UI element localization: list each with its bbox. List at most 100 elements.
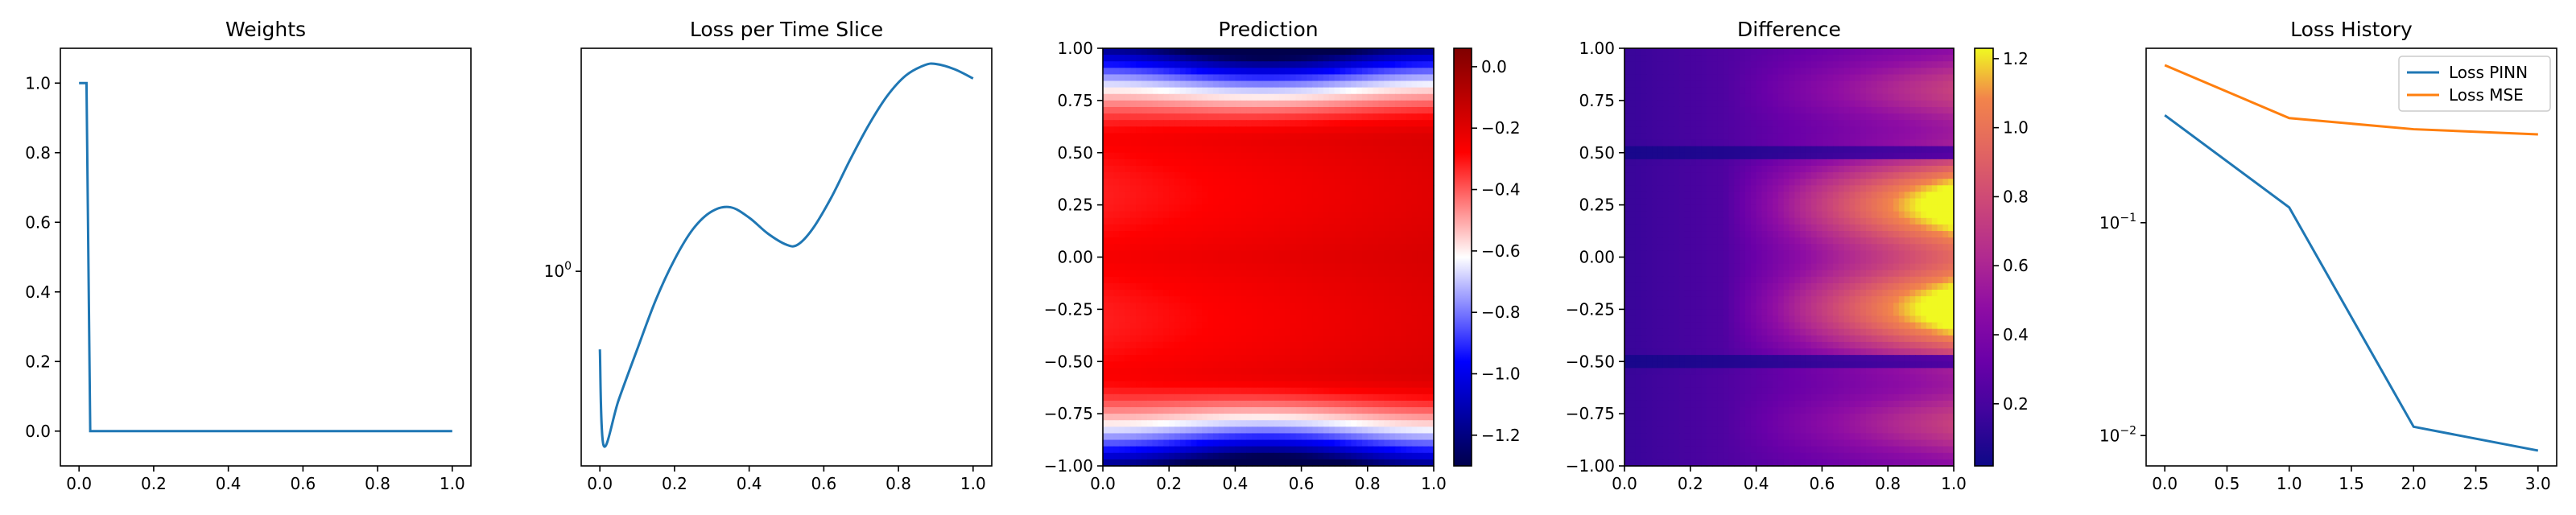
heatmap-cell — [1285, 446, 1291, 454]
heatmap-cell — [1948, 146, 1955, 154]
heatmap-cell — [1717, 93, 1724, 101]
heatmap-cell — [1318, 328, 1324, 336]
heatmap-cell — [1103, 420, 1109, 427]
heatmap-cell — [1931, 87, 1938, 95]
heatmap-cell — [1185, 61, 1192, 68]
heatmap-cell — [1113, 172, 1121, 179]
heatmap-cell — [1119, 400, 1125, 408]
heatmap-cell — [1163, 290, 1170, 297]
heatmap-cell — [1646, 106, 1653, 114]
heatmap-cell — [1312, 244, 1319, 251]
heatmap-cell — [1257, 244, 1264, 251]
heatmap-cell — [1130, 335, 1137, 343]
heatmap-cell — [1888, 93, 1894, 101]
heatmap-cell — [1268, 420, 1274, 427]
heatmap-cell — [1318, 61, 1324, 68]
heatmap-cell — [1235, 355, 1241, 362]
y-tick-label: −0.75 — [1044, 404, 1093, 423]
heatmap-cell — [1274, 439, 1280, 447]
heatmap-cell — [1428, 250, 1435, 258]
heatmap-cell — [1783, 100, 1790, 108]
heatmap-cell — [1141, 224, 1148, 232]
heatmap-cell — [1108, 93, 1115, 101]
heatmap-cell — [1285, 257, 1291, 265]
heatmap-cell — [1274, 172, 1280, 179]
heatmap-cell — [1136, 185, 1142, 193]
heatmap-cell — [1345, 407, 1352, 414]
heatmap-cell — [1351, 80, 1357, 89]
heatmap-cell — [1378, 374, 1385, 382]
heatmap-cell — [1130, 257, 1137, 265]
heatmap-cell — [1312, 446, 1319, 454]
heatmap-cell — [1224, 290, 1231, 297]
heatmap-cell — [1794, 68, 1801, 76]
heatmap-cell — [1202, 282, 1208, 290]
heatmap-cell — [1113, 341, 1121, 349]
heatmap-cell — [1843, 100, 1851, 108]
heatmap-cell — [1191, 224, 1198, 232]
heatmap-cell — [1119, 179, 1125, 186]
heatmap-cell — [1334, 282, 1341, 290]
heatmap-cell — [1235, 113, 1241, 121]
heatmap-cell — [1422, 315, 1429, 323]
heatmap-cell — [1838, 55, 1845, 62]
heatmap-cell — [1417, 368, 1423, 376]
heatmap-cell — [1213, 93, 1220, 101]
heatmap-cell — [1400, 55, 1407, 62]
heatmap-cell — [1251, 165, 1258, 173]
heatmap-cell — [1816, 113, 1823, 121]
heatmap-cell — [1262, 387, 1269, 395]
heatmap-cell — [1246, 459, 1253, 467]
heatmap-cell — [1307, 355, 1313, 362]
heatmap-cell — [1328, 282, 1335, 290]
heatmap-cell — [1810, 152, 1818, 160]
heatmap-cell — [1158, 387, 1164, 395]
heatmap-cell — [1169, 185, 1175, 193]
heatmap-cell — [1389, 48, 1396, 56]
heatmap-cell — [1789, 68, 1795, 76]
heatmap-cell — [1361, 341, 1368, 349]
heatmap-cell — [1657, 48, 1664, 56]
heatmap-cell — [1262, 159, 1269, 167]
heatmap-cell — [1103, 446, 1109, 454]
heatmap-cell — [1213, 341, 1220, 349]
heatmap-cell — [1740, 74, 1746, 82]
heatmap-cell — [1290, 328, 1297, 336]
heatmap-cell — [1717, 87, 1724, 95]
heatmap-cell — [1169, 48, 1175, 56]
heatmap-cell — [1202, 80, 1208, 89]
heatmap-cell — [1356, 237, 1363, 245]
heatmap-cell — [1174, 224, 1181, 232]
heatmap-cell — [1163, 126, 1170, 134]
heatmap-cell — [1191, 48, 1198, 56]
heatmap-cell — [1108, 172, 1115, 179]
heatmap-cell — [1794, 55, 1801, 62]
heatmap-cell — [1373, 93, 1380, 101]
heatmap-cell — [1849, 80, 1856, 89]
heatmap-cell — [1361, 100, 1368, 108]
heatmap-cell — [1406, 172, 1413, 179]
heatmap-cell — [1262, 263, 1269, 271]
heatmap-cell — [1185, 146, 1192, 154]
heatmap-cell — [1158, 231, 1164, 238]
heatmap-cell — [1185, 328, 1192, 336]
heatmap-cell — [1146, 309, 1154, 317]
heatmap-cell — [1942, 126, 1949, 134]
heatmap-cell — [1179, 68, 1187, 76]
heatmap-cell — [1356, 341, 1363, 349]
heatmap-cell — [1629, 139, 1637, 147]
heatmap-cell — [1285, 93, 1291, 101]
heatmap-cell — [1356, 126, 1363, 134]
heatmap-cell — [1146, 459, 1154, 467]
heatmap-cell — [1395, 198, 1402, 206]
heatmap-cell — [1185, 87, 1192, 95]
heatmap-cell — [1684, 61, 1691, 68]
heatmap-cell — [1351, 159, 1357, 167]
heatmap-cell — [1213, 61, 1220, 68]
heatmap-cell — [1125, 165, 1131, 173]
heatmap-cell — [1395, 355, 1402, 362]
heatmap-cell — [1361, 361, 1368, 369]
heatmap-cell — [1318, 322, 1324, 330]
heatmap-cell — [1246, 263, 1253, 271]
